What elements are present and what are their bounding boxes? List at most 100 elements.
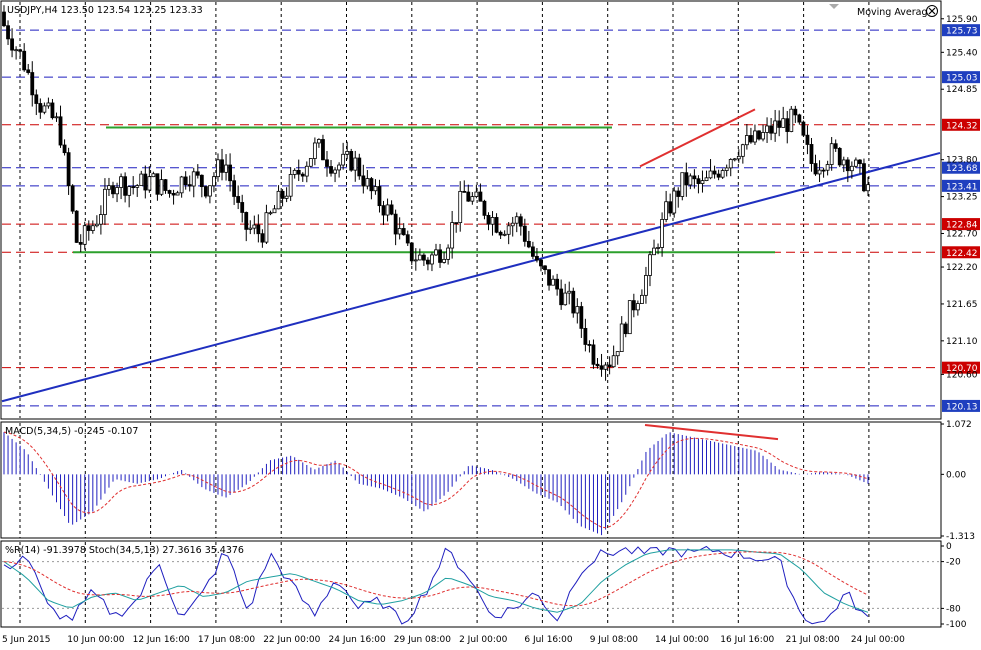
candle-body	[801, 121, 806, 136]
candle-body	[704, 177, 709, 182]
candle-body	[163, 179, 168, 191]
candle-body	[579, 306, 584, 329]
candle-body	[547, 269, 551, 286]
x-tick-label: 2 Jul 00:00	[459, 635, 508, 645]
candle-body	[571, 290, 576, 314]
candle-body	[276, 190, 281, 210]
candle-body	[86, 225, 91, 231]
scroll-down-icon[interactable]	[829, 4, 839, 9]
candle-body	[518, 216, 523, 227]
x-tick-label: 14 Jul 00:00	[655, 635, 709, 645]
candle-body	[236, 196, 241, 203]
candle-body	[373, 186, 378, 192]
candle-body	[244, 212, 249, 230]
candle-body	[171, 193, 176, 196]
candle-body	[107, 185, 111, 190]
candle-body	[777, 120, 782, 128]
price-level-label: 124.32	[946, 121, 978, 131]
candle-body	[599, 365, 604, 370]
candle-body	[50, 102, 55, 119]
candle-body	[470, 196, 475, 202]
candle-body	[385, 204, 390, 216]
macd-tick-label: 1.072	[946, 420, 972, 430]
macd-pane[interactable]	[0, 421, 942, 539]
candle-body	[765, 125, 769, 133]
candle-body	[813, 163, 818, 175]
candle-body	[858, 159, 862, 165]
candle-body	[284, 195, 289, 199]
price-level-badge	[942, 246, 980, 259]
price-pane[interactable]	[0, 0, 942, 420]
candle-body	[292, 169, 297, 175]
candle-body	[123, 176, 128, 196]
x-tick-label: 12 Jun 16:00	[133, 635, 190, 645]
candle-body	[837, 148, 842, 166]
candle-body	[252, 224, 257, 229]
candle-body	[543, 265, 547, 271]
candle-body	[595, 363, 600, 367]
candle-body	[530, 246, 535, 257]
candle-body	[450, 222, 455, 249]
candle-body	[18, 49, 23, 52]
oscillator-pane[interactable]	[0, 540, 942, 628]
candle-body	[841, 159, 846, 166]
y-tick-label: 121.10	[946, 337, 978, 347]
candle-body	[345, 151, 350, 155]
candle-body	[672, 190, 677, 214]
candle-body	[446, 247, 451, 260]
candle-body	[14, 49, 19, 52]
candle-body	[393, 213, 398, 235]
candle-body	[809, 144, 814, 164]
candle-body	[272, 208, 277, 214]
candle-body	[494, 217, 499, 233]
candle-body	[256, 224, 261, 235]
candle-body	[510, 222, 515, 227]
price-level-badge	[942, 161, 980, 174]
candle-body	[866, 184, 870, 192]
candle-body	[94, 223, 99, 227]
candle-body	[337, 164, 342, 171]
candle-body	[753, 130, 757, 143]
candle-body	[482, 200, 487, 216]
candle-body	[486, 214, 491, 225]
candle-body	[248, 227, 253, 230]
candle-body	[421, 254, 426, 261]
price-level-badge	[942, 218, 980, 231]
stochastic-signal-line	[3, 551, 869, 607]
candle-body	[438, 249, 442, 263]
candle-body	[434, 249, 438, 256]
candle-body	[640, 294, 644, 304]
candle-body	[688, 175, 693, 186]
y-tick-label: 124.85	[946, 85, 978, 95]
candle-body	[232, 180, 237, 197]
candle-body	[720, 170, 725, 178]
candle-body	[833, 143, 838, 149]
indicator-label: Moving Average	[857, 7, 934, 18]
williams-r-line	[3, 545, 869, 625]
candle-body	[825, 164, 830, 171]
candle-body	[728, 159, 733, 169]
candle-body	[821, 169, 826, 172]
candle-body	[724, 167, 729, 171]
candle-body	[42, 105, 47, 113]
close-icon[interactable]	[926, 5, 938, 17]
candle-body	[611, 355, 616, 368]
y-tick-label: 121.65	[946, 300, 978, 310]
candle-body	[409, 242, 414, 262]
candle-body	[300, 173, 305, 177]
candle-body	[6, 25, 10, 40]
candle-body	[535, 255, 539, 261]
macd-tick-label: 0.00	[946, 470, 966, 480]
candle-body	[773, 120, 778, 134]
price-level-badge	[942, 179, 980, 192]
candle-body	[312, 142, 317, 159]
candle-body	[559, 288, 564, 306]
y-tick-label: 120.60	[946, 370, 978, 380]
candle-body	[78, 242, 83, 245]
candle-body	[417, 254, 422, 261]
candle-body	[458, 190, 463, 224]
macd-label: MACD(5,34,5) -0.245 -0.107	[5, 426, 138, 437]
candle-body	[10, 38, 14, 51]
candle-body	[757, 130, 761, 140]
